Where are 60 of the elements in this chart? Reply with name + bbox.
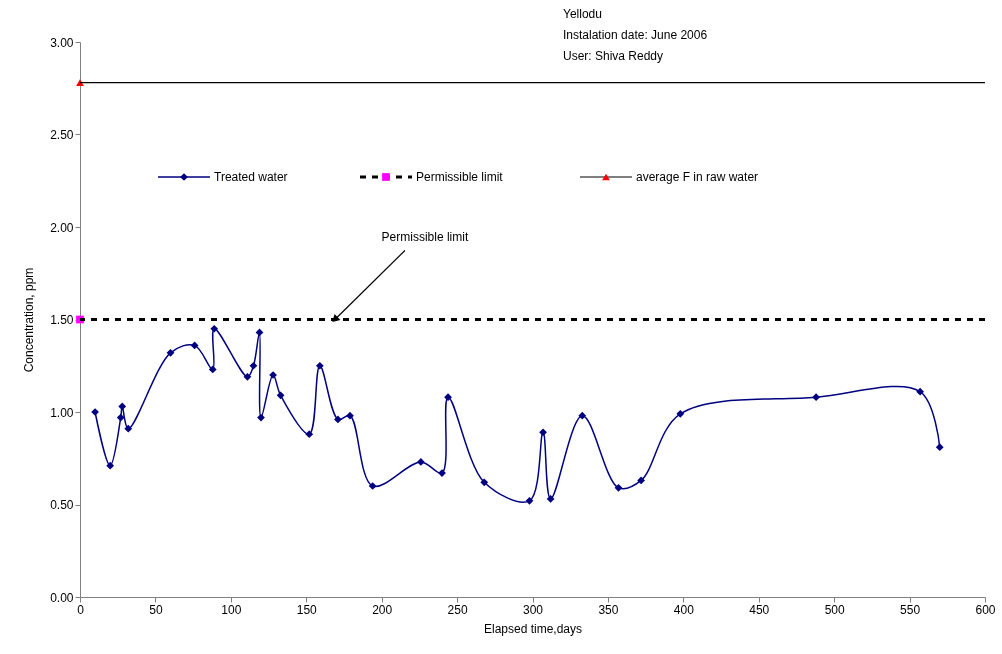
x-tick-label: 0 — [77, 602, 85, 617]
point — [249, 361, 258, 370]
point — [614, 483, 623, 492]
point — [444, 393, 452, 402]
y-axis-title: Concentration, ppm — [22, 267, 37, 373]
point — [190, 341, 199, 350]
point — [935, 443, 944, 452]
y-tick-label: 0.00 — [50, 590, 74, 605]
point — [334, 415, 342, 424]
legend-label: Treated water — [214, 170, 288, 184]
point — [637, 476, 645, 485]
x-tick-label: 150 — [296, 602, 318, 617]
point — [257, 413, 265, 422]
point — [812, 393, 820, 402]
annotation: User: Shiva Reddy — [563, 49, 664, 63]
x-tick-label: 400 — [673, 602, 695, 617]
point — [208, 365, 217, 374]
point — [916, 387, 925, 396]
x-tick-label: 450 — [749, 602, 770, 617]
x-axis-title: Elapsed time,days — [483, 621, 583, 636]
point — [243, 372, 252, 381]
x-tick-label: 100 — [221, 602, 242, 617]
point — [480, 478, 489, 487]
point — [305, 430, 314, 439]
point — [166, 348, 175, 357]
point — [546, 495, 555, 503]
annotation: Permissible limit — [381, 229, 469, 244]
x-tick-label: 600 — [975, 602, 996, 617]
point — [118, 402, 127, 411]
point — [276, 391, 285, 400]
legend-label: average F in raw water — [636, 170, 759, 184]
point — [368, 482, 377, 490]
x-tick-label: 550 — [900, 602, 921, 617]
y-tick-label: 1.00 — [50, 405, 74, 420]
text: Instalation date: June 2006 — [563, 28, 708, 42]
text: Yellodu — [563, 7, 602, 21]
x-tick-label: 350 — [598, 602, 619, 617]
y-tick-label: 2.00 — [50, 220, 74, 235]
x-tick-label: 500 — [824, 602, 845, 617]
legend-label: Permissible limit — [416, 170, 504, 184]
y-tick-label: 2.50 — [50, 128, 74, 142]
point — [106, 461, 115, 470]
point — [417, 458, 425, 466]
point — [539, 428, 547, 437]
x-tick-label: 50 — [149, 602, 163, 617]
x-tick-label: 300 — [522, 602, 544, 617]
point — [76, 79, 84, 87]
point — [315, 361, 324, 370]
x-tick-label: 250 — [447, 602, 468, 617]
y-tick-label: 3.00 — [50, 35, 74, 50]
point — [676, 409, 685, 418]
point — [124, 424, 133, 433]
point — [116, 413, 125, 422]
y-tick-label: 1.50 — [50, 313, 74, 327]
point — [346, 411, 354, 420]
point — [525, 496, 534, 505]
point — [578, 411, 587, 420]
y-tick-label: 0.50 — [50, 498, 74, 512]
x-tick-label: 200 — [372, 602, 393, 617]
point — [210, 324, 219, 333]
